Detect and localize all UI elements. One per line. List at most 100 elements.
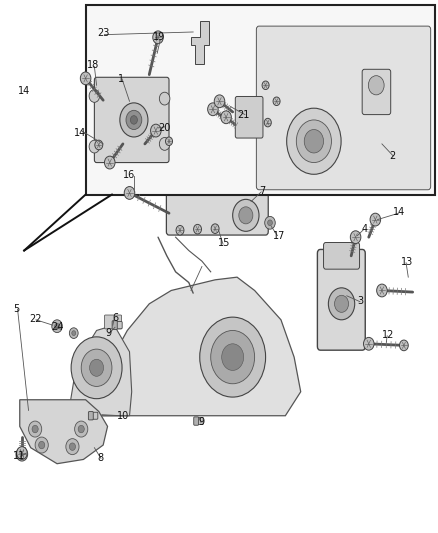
Text: 11: 11: [13, 451, 25, 461]
Text: 4: 4: [360, 224, 367, 233]
Circle shape: [55, 324, 59, 329]
Polygon shape: [20, 400, 107, 464]
Circle shape: [207, 103, 218, 116]
Circle shape: [35, 437, 48, 453]
Circle shape: [95, 140, 102, 150]
Circle shape: [272, 97, 279, 106]
Circle shape: [159, 138, 170, 150]
Circle shape: [39, 441, 45, 449]
FancyBboxPatch shape: [256, 26, 430, 190]
Circle shape: [126, 110, 141, 130]
Circle shape: [104, 156, 115, 169]
Circle shape: [81, 349, 112, 386]
Text: 20: 20: [158, 123, 170, 133]
Text: 17: 17: [272, 231, 284, 240]
Circle shape: [304, 130, 323, 153]
Text: 3: 3: [357, 296, 363, 305]
Circle shape: [238, 207, 252, 224]
FancyBboxPatch shape: [115, 321, 122, 329]
FancyBboxPatch shape: [91, 412, 98, 419]
FancyBboxPatch shape: [166, 192, 268, 235]
Text: 2: 2: [388, 151, 394, 160]
Circle shape: [89, 359, 103, 376]
Circle shape: [159, 92, 170, 105]
FancyBboxPatch shape: [104, 315, 121, 329]
Circle shape: [69, 443, 75, 450]
Text: 24: 24: [51, 322, 63, 332]
Circle shape: [16, 447, 28, 461]
Text: 18: 18: [87, 60, 99, 70]
Text: 8: 8: [97, 453, 103, 463]
Circle shape: [152, 31, 163, 44]
Text: 15: 15: [217, 238, 230, 248]
Circle shape: [89, 140, 99, 153]
Circle shape: [296, 120, 331, 163]
Circle shape: [32, 425, 38, 433]
Circle shape: [264, 216, 275, 229]
Circle shape: [232, 199, 258, 231]
Circle shape: [124, 187, 134, 199]
Circle shape: [17, 447, 27, 459]
Circle shape: [363, 337, 373, 350]
Circle shape: [350, 231, 360, 244]
Text: 14: 14: [18, 86, 30, 95]
Polygon shape: [68, 277, 300, 416]
Text: 19: 19: [152, 33, 165, 42]
Text: 6: 6: [112, 313, 118, 323]
Circle shape: [369, 213, 380, 226]
Circle shape: [261, 81, 268, 90]
FancyBboxPatch shape: [196, 417, 203, 425]
Circle shape: [267, 220, 272, 225]
Circle shape: [72, 330, 76, 336]
Circle shape: [130, 116, 137, 124]
FancyBboxPatch shape: [94, 77, 169, 163]
Circle shape: [69, 328, 78, 338]
Circle shape: [211, 224, 219, 233]
Circle shape: [66, 439, 79, 455]
Circle shape: [221, 344, 243, 370]
Circle shape: [89, 90, 99, 102]
FancyBboxPatch shape: [317, 249, 364, 350]
Circle shape: [334, 295, 348, 312]
Circle shape: [220, 111, 231, 124]
Circle shape: [78, 425, 84, 433]
FancyBboxPatch shape: [193, 417, 198, 425]
Text: 5: 5: [14, 304, 20, 313]
Circle shape: [165, 137, 172, 146]
FancyBboxPatch shape: [323, 243, 359, 269]
Circle shape: [264, 118, 271, 127]
Circle shape: [120, 103, 148, 137]
Circle shape: [199, 317, 265, 397]
Circle shape: [286, 108, 340, 174]
Text: 9: 9: [198, 417, 204, 427]
Text: 9: 9: [106, 328, 112, 338]
Circle shape: [193, 224, 201, 234]
FancyBboxPatch shape: [112, 321, 117, 329]
Circle shape: [328, 288, 354, 320]
Circle shape: [28, 421, 42, 437]
Circle shape: [52, 320, 62, 333]
Circle shape: [150, 124, 161, 137]
Bar: [85, 5, 434, 195]
Circle shape: [210, 330, 254, 384]
Circle shape: [176, 225, 184, 235]
FancyBboxPatch shape: [361, 69, 390, 115]
Text: 1: 1: [117, 75, 124, 84]
FancyBboxPatch shape: [88, 411, 93, 420]
Text: 23: 23: [97, 28, 109, 38]
Circle shape: [367, 76, 383, 95]
Circle shape: [399, 340, 407, 351]
Polygon shape: [191, 21, 208, 64]
FancyBboxPatch shape: [235, 96, 262, 138]
Circle shape: [74, 421, 88, 437]
Circle shape: [80, 72, 91, 85]
Text: 12: 12: [381, 330, 394, 340]
Text: 14: 14: [74, 128, 86, 138]
Text: 21: 21: [237, 110, 249, 119]
Circle shape: [376, 284, 386, 297]
Text: 7: 7: [259, 187, 265, 196]
Text: 22: 22: [29, 314, 41, 324]
Text: 13: 13: [400, 257, 413, 267]
Text: 16: 16: [123, 170, 135, 180]
Text: 10: 10: [117, 411, 129, 421]
